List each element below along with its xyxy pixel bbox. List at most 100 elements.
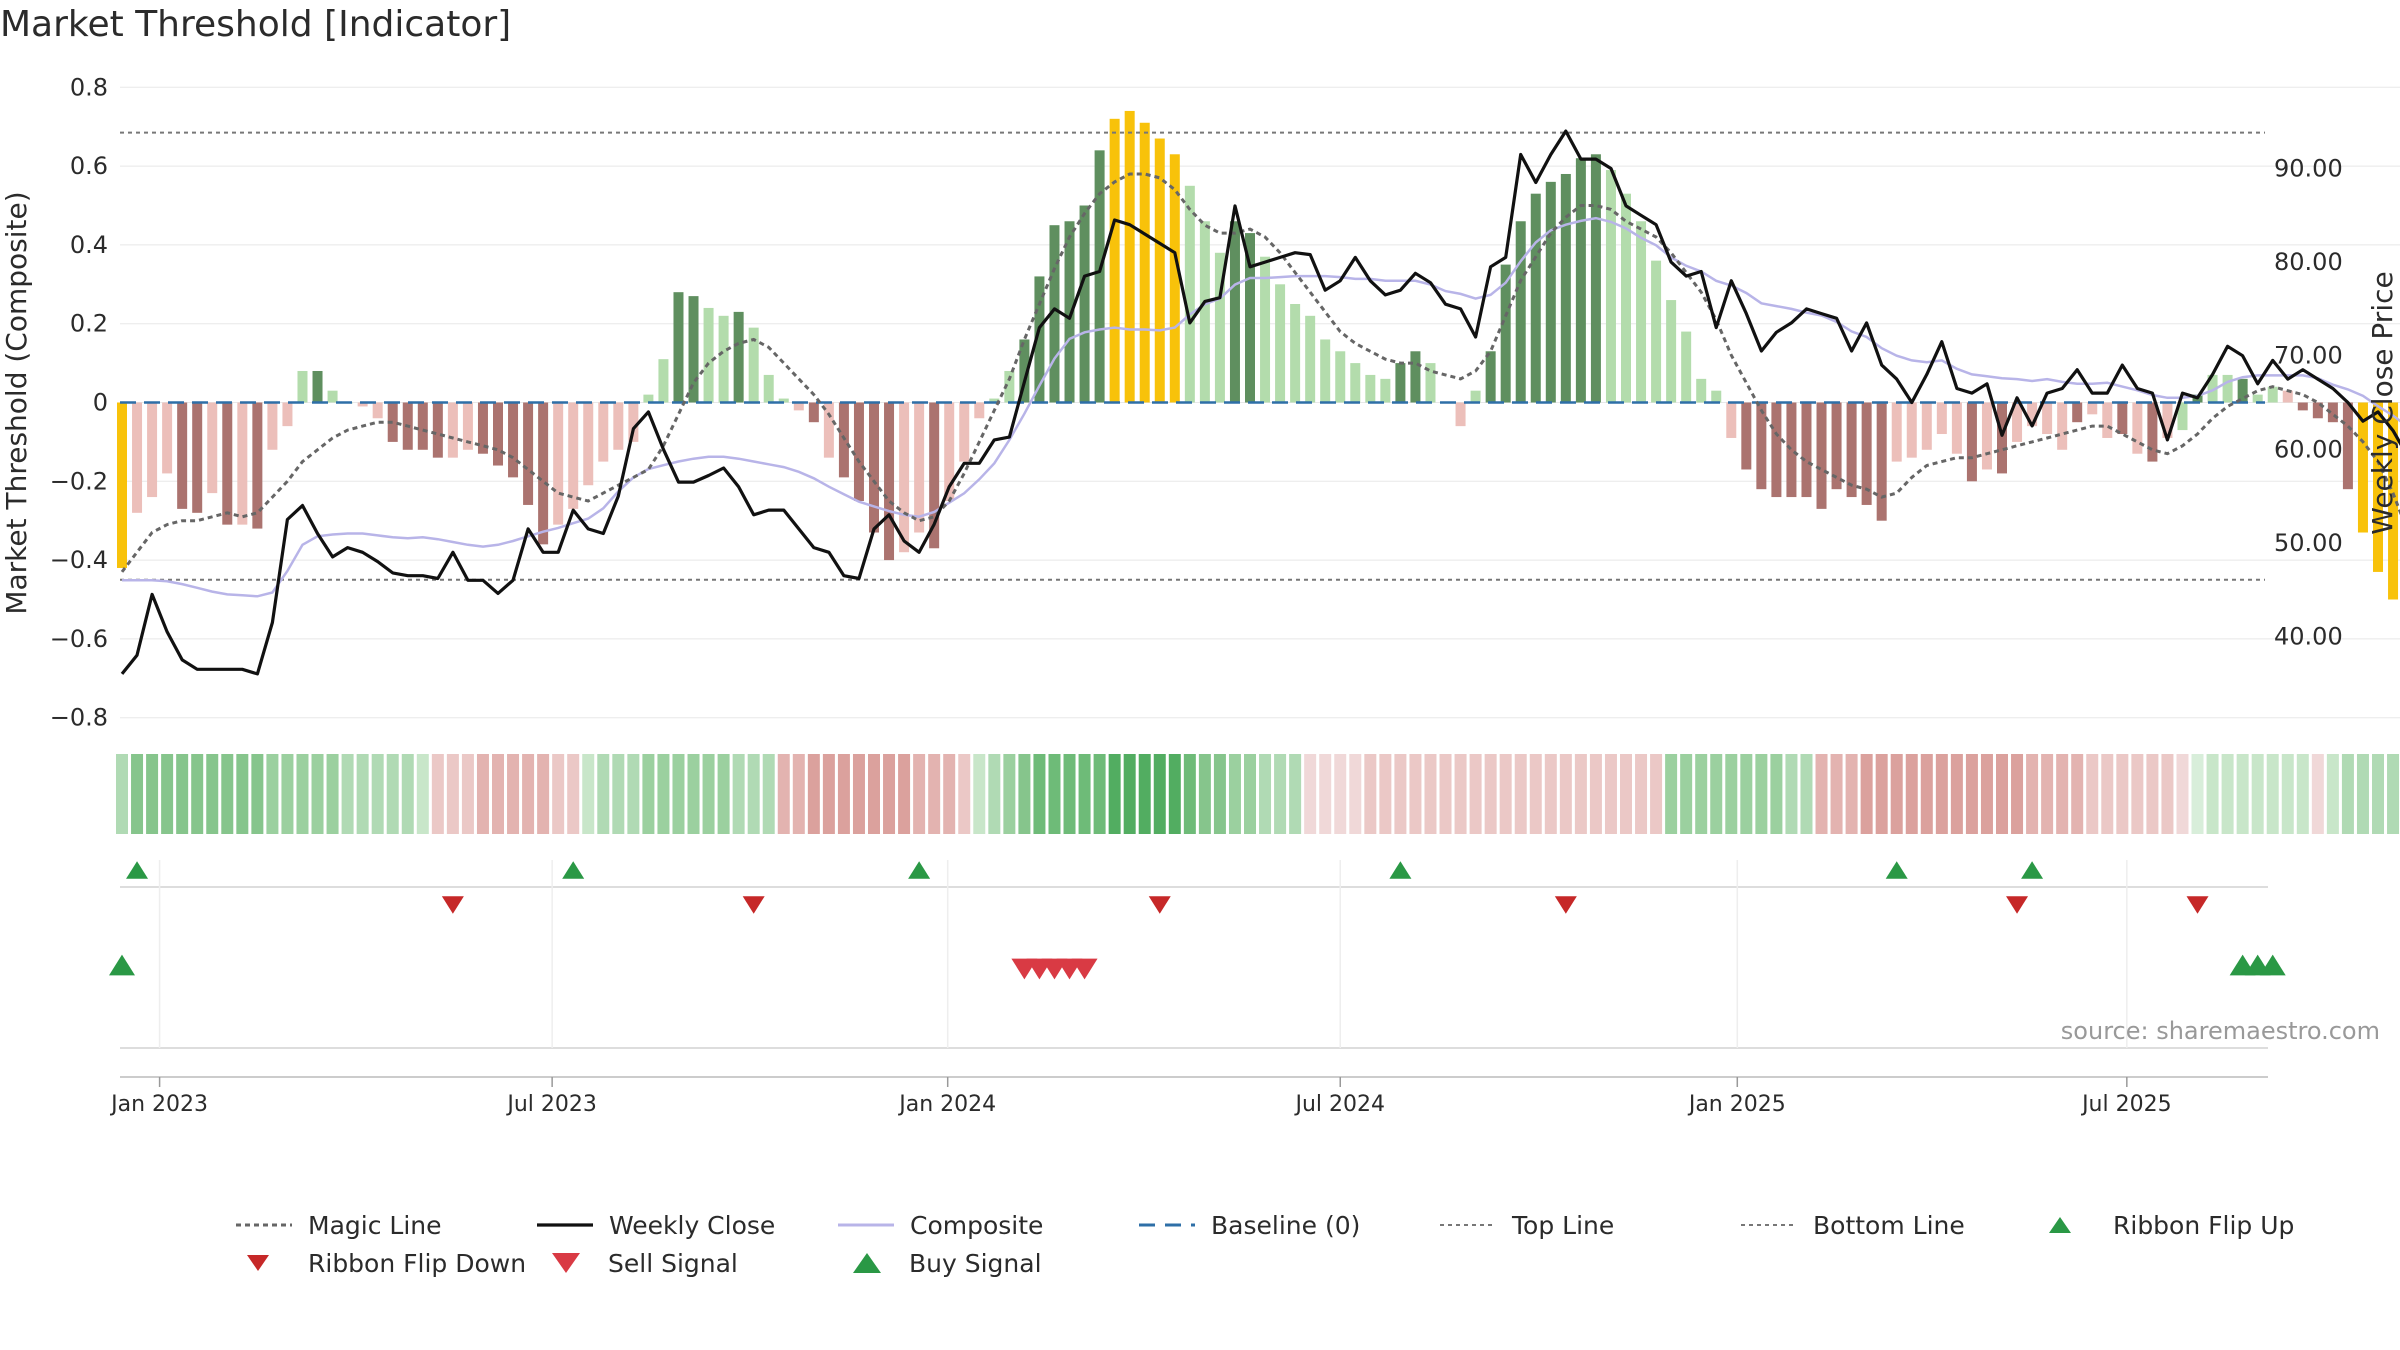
legend-label: Magic Line	[308, 1211, 442, 1240]
composite-bar	[1320, 339, 1331, 403]
composite-bar	[1726, 402, 1737, 438]
ribbon-flip-down-marker	[1148, 896, 1171, 914]
composite-bar	[1169, 154, 1180, 403]
composite-bar	[117, 402, 127, 568]
composite-bar	[1214, 252, 1225, 403]
ribbon-cell	[552, 754, 565, 834]
composite-bar	[1305, 315, 1316, 403]
composite-bar	[1260, 256, 1271, 403]
composite-bar	[207, 402, 218, 494]
composite-bar	[523, 402, 534, 505]
composite-bar	[1786, 402, 1797, 498]
ribbon-flip-down-marker	[2186, 896, 2209, 914]
y2-tick-label: 70.00	[2274, 342, 2343, 370]
ribbon-cell	[1183, 754, 1196, 834]
ribbon-cell	[281, 754, 294, 834]
composite-bar	[823, 402, 834, 458]
composite-bar	[132, 402, 143, 513]
ribbon-cell	[928, 754, 941, 834]
ribbon-cell	[687, 754, 700, 834]
composite-bar	[733, 311, 744, 403]
ribbon-cell	[642, 754, 655, 834]
ribbon-cell	[131, 754, 144, 834]
composite-bar	[1621, 193, 1631, 403]
composite-bar	[763, 374, 774, 403]
ribbon-cell	[1319, 754, 1332, 834]
ribbon-flip-down-marker	[742, 896, 765, 914]
composite-bar	[793, 402, 804, 411]
composite-bar	[2162, 402, 2173, 438]
composite-bar	[267, 402, 278, 450]
y-tick-label: −0.8	[50, 704, 108, 732]
y-axis-title: Market Threshold (Composite)	[0, 191, 33, 614]
composite-bar	[1034, 276, 1045, 403]
legend-label: Weekly Close	[609, 1211, 775, 1240]
composite-bar	[1846, 402, 1857, 498]
ribbon-cell	[762, 754, 775, 834]
composite-bar	[2147, 402, 2158, 462]
composite-bar	[2207, 374, 2218, 403]
ribbon-cell	[191, 754, 204, 834]
composite-bar	[1425, 363, 1436, 403]
ribbon-cell	[326, 754, 339, 834]
buy-signal-marker	[2259, 954, 2286, 976]
ribbon-cell	[1650, 754, 1663, 834]
ribbon-cell	[1063, 754, 1076, 834]
composite-bar	[1275, 284, 1286, 403]
ribbon-cell	[461, 754, 474, 834]
ribbon-strip	[116, 754, 2400, 834]
ribbon-cell	[747, 754, 760, 834]
ribbon-cell	[507, 754, 520, 834]
ribbon-cell	[1198, 754, 1211, 834]
composite-bar	[2297, 402, 2308, 411]
composite-bar	[688, 296, 699, 403]
ribbon-cell	[1559, 754, 1572, 834]
ribbon-cell	[1695, 754, 1708, 834]
composite-bar	[252, 402, 263, 529]
composite-bar	[1124, 110, 1135, 403]
composite-bar	[1575, 158, 1586, 403]
composite-bar	[2102, 402, 2113, 438]
composite-bar	[1184, 185, 1195, 403]
ribbon-cell	[2101, 754, 2114, 834]
composite-bar	[162, 402, 173, 474]
composite-bar	[1154, 138, 1165, 403]
composite-bar	[477, 402, 488, 454]
ribbon-cell	[1138, 754, 1151, 834]
ribbon-cell	[1680, 754, 1693, 834]
y2-tick-label: 90.00	[2274, 155, 2343, 183]
legend-swatch-flipdown	[247, 1255, 269, 1271]
composite-bar	[2342, 402, 2353, 490]
composite-bar	[808, 402, 819, 423]
ribbon-cell	[2281, 754, 2294, 834]
ribbon-cell	[537, 754, 550, 834]
ribbon-cell	[2071, 754, 2084, 834]
ribbon-cell	[2266, 754, 2279, 834]
ribbon-cell	[1845, 754, 1858, 834]
composite-bar	[1229, 221, 1240, 403]
legend-label: Buy Signal	[909, 1249, 1042, 1278]
composite-bar	[1139, 122, 1150, 403]
ribbon-cell	[311, 754, 324, 834]
y-tick-label: −0.2	[50, 467, 108, 495]
ribbon-cell	[1544, 754, 1557, 834]
composite-bar	[1094, 150, 1105, 403]
composite-bar	[2012, 402, 2023, 442]
ribbon-cell	[672, 754, 685, 834]
ribbon-cell	[2056, 754, 2069, 834]
ribbon-cell	[1048, 754, 1061, 834]
ribbon-flip-up-marker	[126, 861, 149, 879]
composite-bar	[959, 402, 970, 462]
composite-bar	[1380, 378, 1391, 403]
composite-bar	[1906, 402, 1917, 458]
ribbon-cell	[1439, 754, 1452, 834]
composite-bar	[1636, 221, 1647, 403]
composite-bar	[508, 402, 519, 478]
ribbon-cell	[1454, 754, 1467, 834]
ribbon-cell	[822, 754, 835, 834]
ribbon-cell	[1018, 754, 1031, 834]
composite-bar	[1485, 351, 1496, 403]
chart-title: Market Threshold [Indicator]	[0, 4, 512, 45]
ribbon-cell	[1424, 754, 1437, 834]
